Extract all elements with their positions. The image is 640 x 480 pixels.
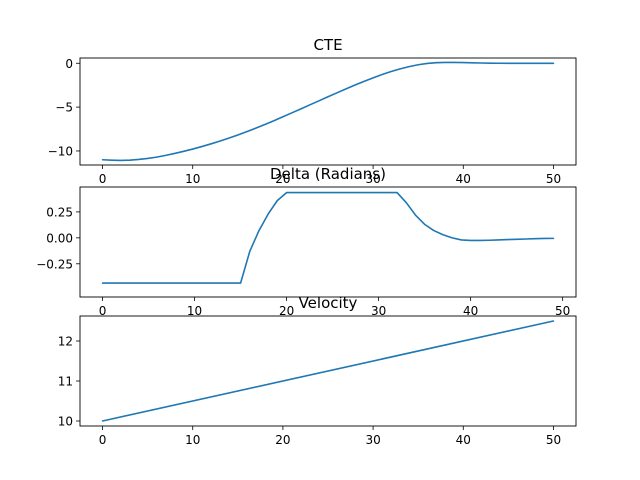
delta-y-tick-label: −0.25: [36, 257, 73, 271]
velocity-x-tick-label: 40: [456, 433, 471, 447]
cte-x-tick-label: 50: [546, 172, 561, 186]
cte-x-tick-label: 10: [185, 172, 200, 186]
cte-x-tick-label: 40: [456, 172, 471, 186]
velocity-x-tick-label: 0: [99, 433, 107, 447]
velocity-y-tick-label: 11: [58, 375, 73, 389]
cte-series-line: [101, 61, 555, 162]
velocity-x-tick-label: 50: [546, 433, 561, 447]
velocity-x-tick-label: 10: [185, 433, 200, 447]
delta-series-line: [101, 191, 555, 284]
velocity-x-tick-label: 20: [275, 433, 290, 447]
cte-x-tick-label: 30: [365, 172, 380, 186]
velocity-subplot: 0 10 20 30 40 50 10 11 12 Velocity: [58, 294, 577, 447]
delta-x-tick-label: 10: [187, 304, 202, 318]
delta-x-tick-label: 50: [555, 304, 570, 318]
velocity-y-tick-label: 10: [58, 415, 73, 429]
delta-y-tick-label: 0.25: [46, 205, 73, 219]
cte-x-tick-label: 0: [99, 172, 107, 186]
cte-y-tick-label: −5: [55, 101, 73, 115]
velocity-y-tick-label: 12: [58, 335, 73, 349]
cte-axes-frame: [79, 57, 577, 166]
cte-subplot: 0 10 20 30 40 50 −10 −5 0 CTE: [48, 36, 577, 186]
velocity-series-line: [101, 320, 555, 422]
delta-x-tick-label: 30: [371, 304, 386, 318]
velocity-title: Velocity: [299, 294, 358, 312]
delta-x-tick-label: 40: [463, 304, 478, 318]
cte-title: CTE: [313, 36, 342, 54]
delta-subplot: 0 10 20 30 40 50 −0.25 0.00 0.25 Delta (Radians): [36, 165, 577, 318]
delta-x-tick-label: 0: [99, 304, 107, 318]
delta-y-tick-label: 0.00: [46, 231, 73, 245]
velocity-x-tick-label: 30: [365, 433, 380, 447]
cte-y-tick-label: −10: [48, 144, 73, 158]
cte-x-tick-label: 20: [275, 172, 290, 186]
cte-y-tick-label: 0: [65, 57, 73, 71]
delta-title: Delta (Radians): [270, 165, 386, 183]
delta-axes-frame: [79, 186, 577, 298]
velocity-axes-frame: [79, 315, 577, 427]
delta-x-tick-label: 20: [279, 304, 294, 318]
